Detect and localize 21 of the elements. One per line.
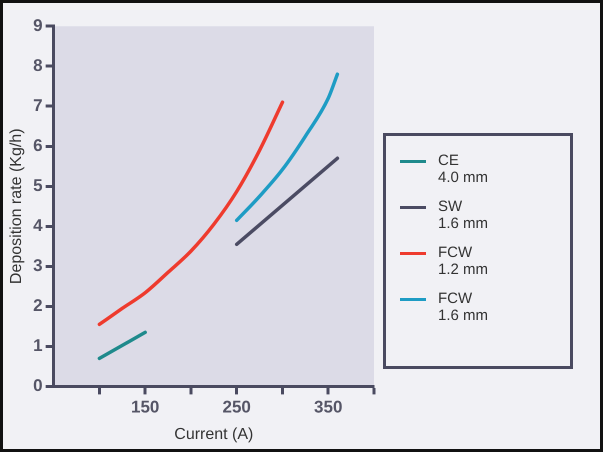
- x-axis-title: Current (A): [174, 426, 254, 443]
- y-tick-label: 3: [33, 256, 43, 276]
- y-tick-label: 8: [33, 56, 43, 75]
- y-tick-label: 5: [33, 176, 43, 195]
- y-tick-label: 1: [33, 336, 43, 356]
- x-tick-label: 350: [314, 397, 342, 416]
- y-axis-title: Deposition rate (Kg/h): [8, 128, 26, 284]
- y-tick-label: 6: [33, 136, 43, 155]
- x-tick-label: 150: [130, 397, 160, 416]
- legend-label: CE 4.0 mm: [438, 152, 488, 186]
- y-tick-label: 0: [33, 376, 43, 396]
- y-tick-label: 7: [33, 96, 43, 115]
- legend-label: FCW 1.6 mm: [438, 290, 488, 324]
- legend-label: FCW 1.2 mm: [438, 244, 488, 278]
- y-tick-label: 2: [33, 296, 43, 316]
- legend-label: SW 1.6 mm: [438, 198, 488, 232]
- line-series: [98, 100, 284, 326]
- line-series: [234, 72, 340, 222]
- y-tick-label: 4: [33, 216, 44, 235]
- y-tick-label: 9: [33, 16, 43, 35]
- x-tick-label: 250: [222, 397, 251, 416]
